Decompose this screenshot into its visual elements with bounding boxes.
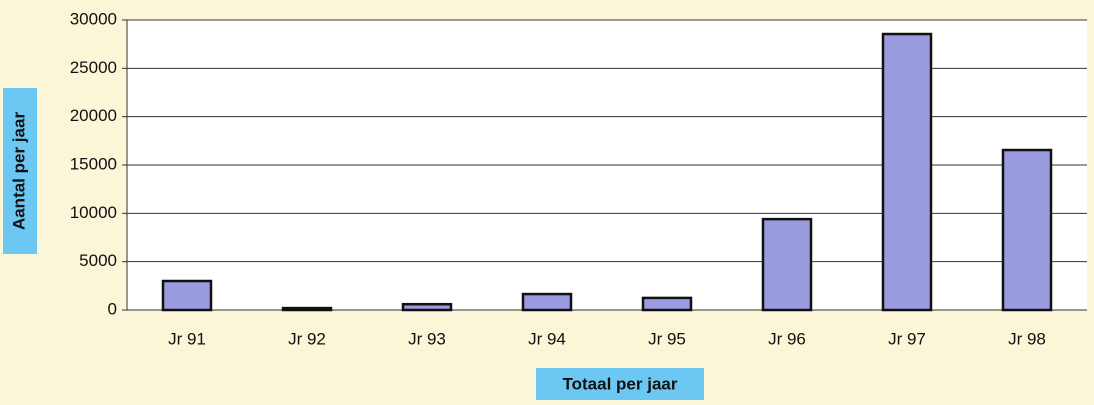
x-tick-label: Jr 97 xyxy=(888,329,926,348)
bar xyxy=(281,306,333,312)
y-tick-label: 20000 xyxy=(70,106,117,125)
y-tick-label: 10000 xyxy=(70,203,117,222)
x-tick-label: Jr 96 xyxy=(768,329,806,348)
bar xyxy=(761,217,813,312)
y-tick-label: 30000 xyxy=(70,9,117,28)
y-label-box xyxy=(3,88,37,254)
bar xyxy=(881,32,933,312)
x-axis-label: Totaal per jaar xyxy=(563,374,678,393)
y-axis-label: Aantal per jaar xyxy=(9,112,28,230)
bar xyxy=(641,296,693,312)
x-tick-label: Jr 91 xyxy=(168,329,206,348)
y-tick-label: 0 xyxy=(108,299,117,318)
y-tick-label: 15000 xyxy=(70,154,117,173)
x-tick-label: Jr 92 xyxy=(288,329,326,348)
x-tick-label: Jr 98 xyxy=(1008,329,1046,348)
y-tick-label: 5000 xyxy=(79,251,117,270)
bar xyxy=(1001,148,1053,312)
x-label-box xyxy=(536,368,704,400)
x-tick-label: Jr 95 xyxy=(648,329,686,348)
y-tick-label: 25000 xyxy=(70,58,117,77)
x-tick-label: Jr 93 xyxy=(408,329,446,348)
bar xyxy=(401,302,453,312)
x-tick-label: Jr 94 xyxy=(528,329,566,348)
bar xyxy=(161,279,213,312)
bar xyxy=(521,292,573,312)
